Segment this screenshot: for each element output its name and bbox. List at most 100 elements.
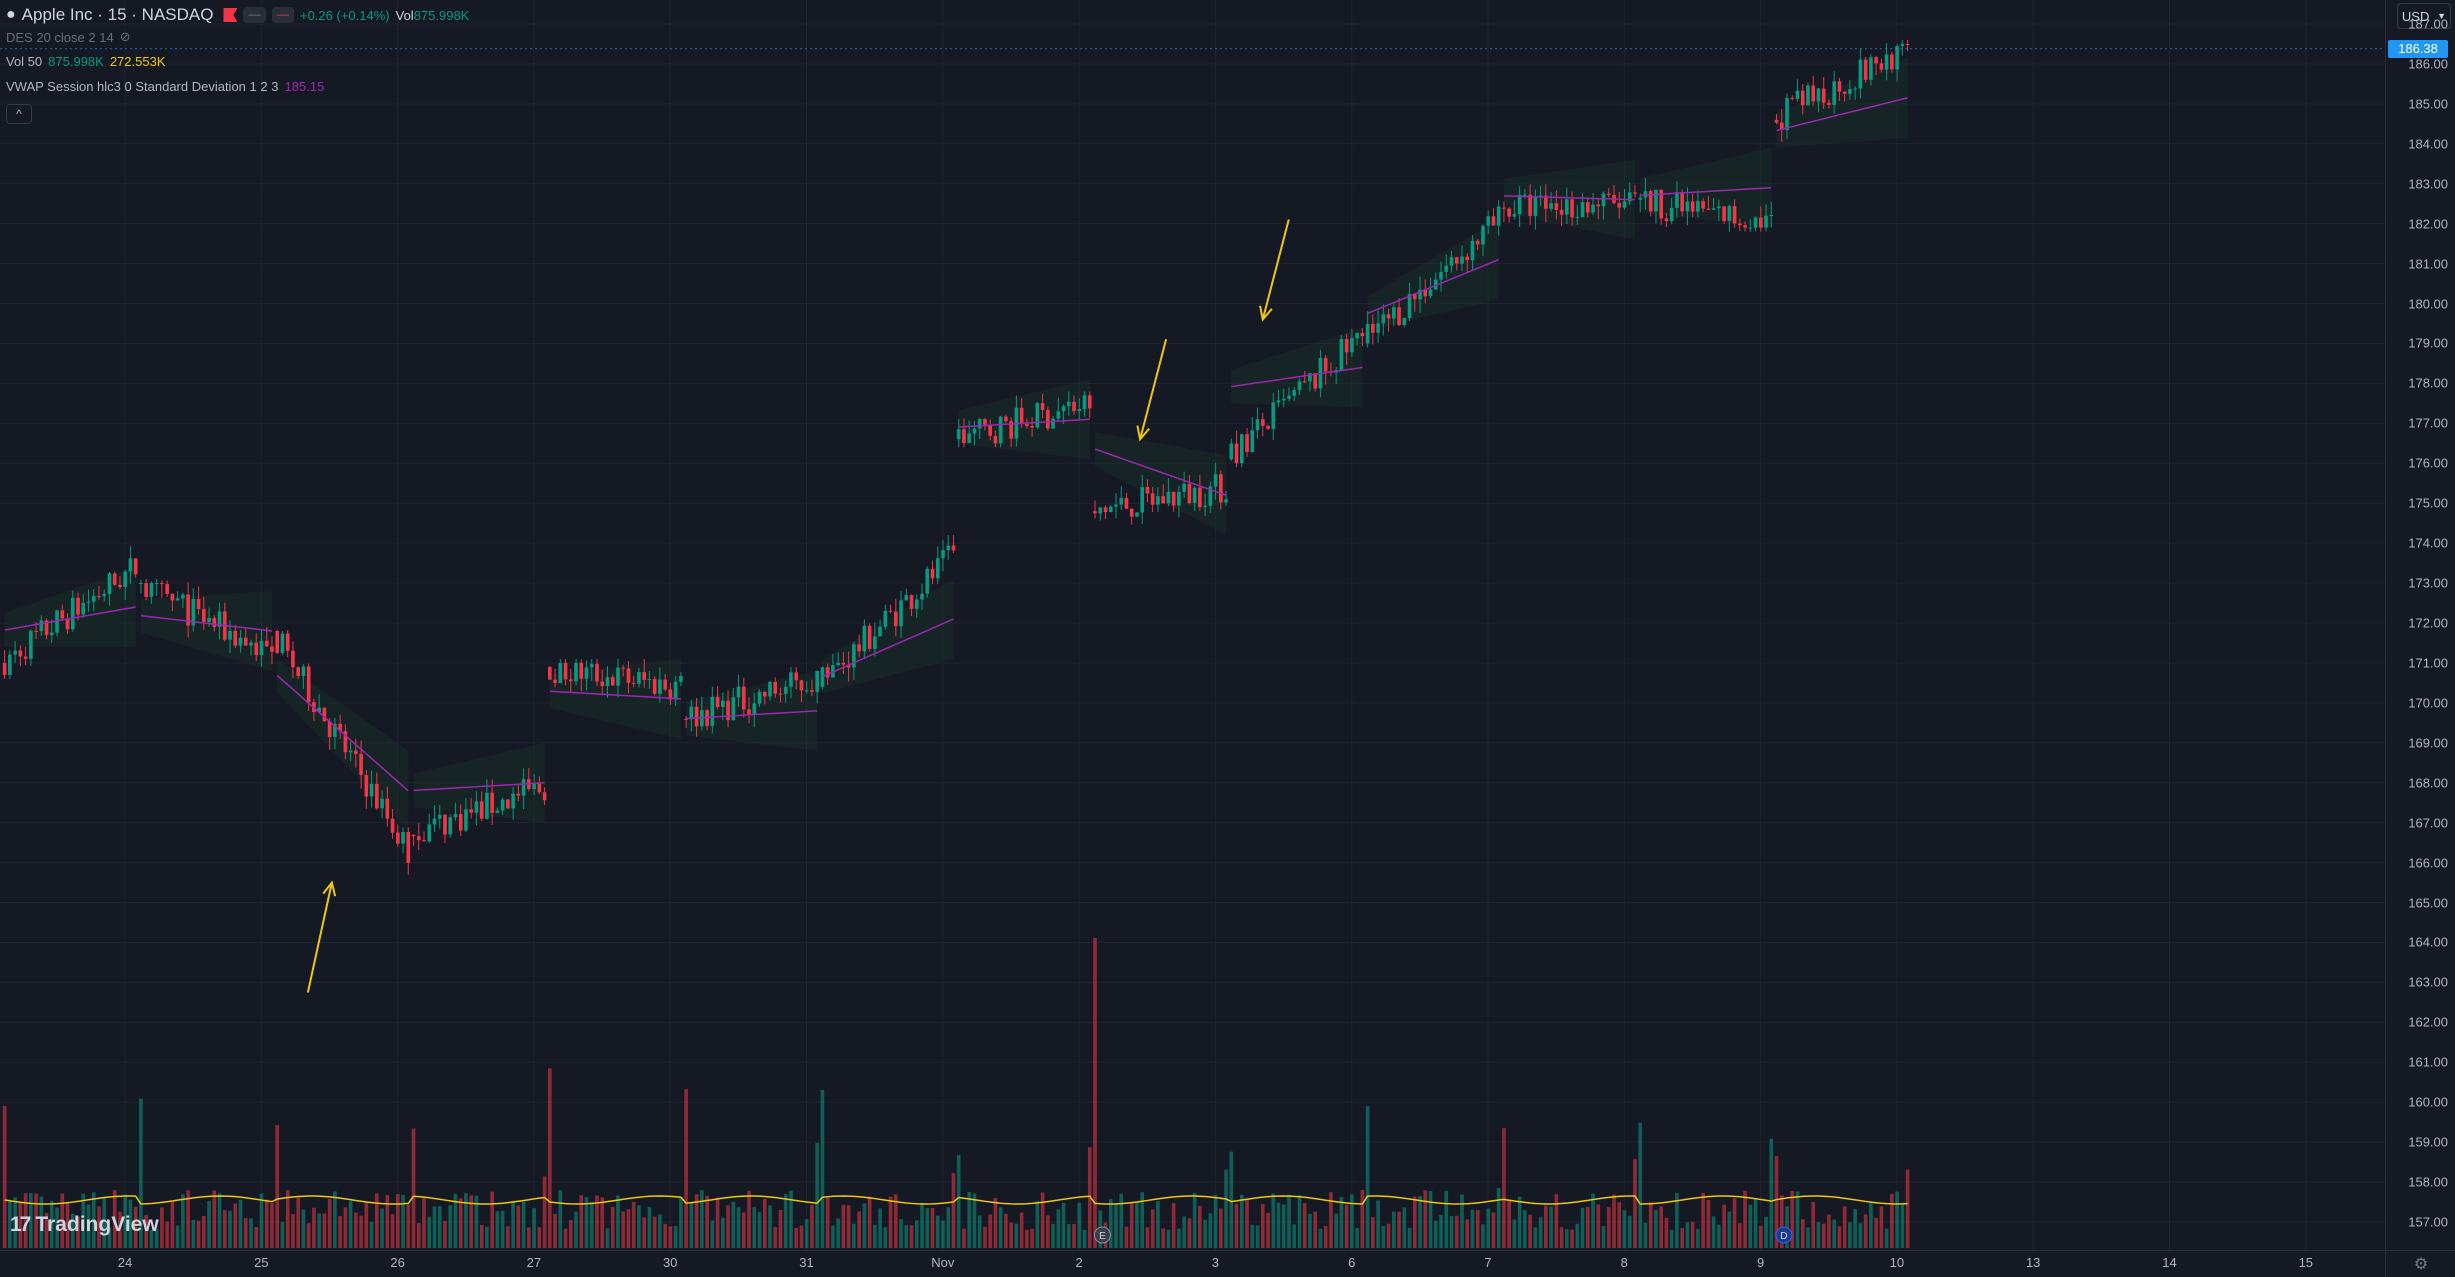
candle-body (1523, 194, 1527, 196)
candle-body (1664, 218, 1669, 222)
volume-bar (1412, 1196, 1417, 1248)
volume-bar (144, 1215, 148, 1248)
candle-body (1606, 193, 1611, 195)
candle-body (1570, 199, 1574, 218)
legend-mini-button-2[interactable]: ‒‒ (271, 7, 294, 23)
volume-bar (1035, 1201, 1040, 1248)
candle-body (1386, 314, 1391, 319)
candle-body (1072, 401, 1076, 412)
candle-body (207, 617, 211, 623)
candle-body (867, 625, 872, 649)
candle-body (275, 630, 280, 653)
des-indicator-label[interactable]: DES 20 close 2 14 (6, 29, 114, 45)
volume-bar (1743, 1190, 1747, 1248)
candle-body (196, 598, 201, 609)
price-tick: 162.00 (2408, 1014, 2448, 1030)
candle-body (416, 836, 421, 841)
vol50-label[interactable]: Vol 50 (6, 54, 43, 69)
price-tick: 180.00 (2408, 296, 2448, 311)
candle-body (1748, 227, 1753, 229)
candle-body (1837, 81, 1842, 92)
volume-bar (1690, 1221, 1695, 1248)
volume-bar (280, 1221, 285, 1248)
eye-off-icon[interactable]: ⊘ (119, 29, 131, 44)
candle-body (406, 831, 411, 863)
candle-body (521, 779, 526, 796)
volume-bar (715, 1197, 720, 1248)
price-tick: 182.00 (2408, 216, 2448, 232)
volume-bar (778, 1209, 783, 1248)
candle-body (1460, 256, 1464, 264)
time-axis[interactable] (0, 1250, 2385, 1277)
candle-body (605, 677, 610, 687)
time-tick: 9 (1756, 1255, 1765, 1270)
candle-body (1433, 279, 1438, 290)
volume-bar (1219, 1208, 1223, 1248)
candle-body (1675, 192, 1679, 208)
volume-bar (909, 1225, 914, 1248)
volume-bar (191, 1220, 196, 1248)
vol50-ma-value: 272.553K (109, 54, 166, 69)
volume-bar (1009, 1222, 1013, 1248)
candle-body (1046, 409, 1050, 429)
annotation-arrow (1139, 339, 1168, 440)
volume-bar (118, 1211, 122, 1248)
volume-bar (39, 1196, 44, 1248)
volume-bar (1848, 1222, 1852, 1248)
candle-body (1554, 203, 1559, 210)
collapse-legend-button[interactable]: ^ (6, 104, 32, 124)
price-axis[interactable]: USD ▼ 187.00 186.00 185.00 184.00 183.00 182.… (2385, 0, 2455, 1250)
time-tick: 25 (254, 1255, 269, 1270)
volume-bar (1790, 1191, 1795, 1248)
volume-bar (149, 1229, 154, 1248)
volume-bar (1004, 1213, 1008, 1248)
currency-selector[interactable]: USD ▼ (2397, 3, 2451, 29)
volume-bar (1030, 1228, 1034, 1248)
volume-bar (747, 1190, 751, 1248)
volume-bar (422, 1197, 426, 1248)
time-tick: 3 (1211, 1255, 1220, 1270)
candle-body (432, 818, 437, 825)
volume-bar (259, 1193, 264, 1248)
candle-body (631, 682, 636, 684)
volume-bar (1087, 1147, 1092, 1248)
volume-bar (1496, 1188, 1501, 1248)
vwap-label[interactable]: VWAP Session hlc3 0 Standard Deviation 1… (6, 79, 279, 94)
volume-bar (1381, 1226, 1386, 1248)
settings-gear-icon[interactable]: ⚙ (2385, 1250, 2455, 1277)
candle-body (228, 631, 232, 640)
tradingview-logo[interactable]: 17 TradingView (10, 1213, 159, 1237)
legend-mini-button-1[interactable]: ‒‒ (243, 7, 266, 23)
candle-body (836, 662, 840, 666)
candle-body (1103, 507, 1108, 513)
candle-body (1638, 197, 1643, 200)
volume-bar (296, 1197, 301, 1248)
volume-bar (1371, 1217, 1375, 1248)
candle-body (1575, 217, 1580, 219)
volume-bar (925, 1208, 930, 1248)
volume-bar (731, 1201, 736, 1248)
volume-bar (34, 1193, 38, 1248)
volume-bar (1554, 1194, 1559, 1248)
candle-body (401, 831, 405, 844)
volume-bar (1732, 1198, 1737, 1248)
volume-bar (1182, 1216, 1186, 1248)
candle-body (537, 783, 542, 793)
volume-bar (956, 1155, 961, 1248)
volume-bar (202, 1215, 206, 1248)
volume-bar (1517, 1196, 1522, 1248)
flag-icon[interactable] (223, 8, 238, 22)
candle-body (893, 611, 898, 627)
time-tick: Nov (931, 1255, 955, 1270)
candle-body (741, 686, 746, 710)
candle-body (789, 672, 793, 687)
symbol-title[interactable]: Apple Inc · 15 · NASDAQ (21, 5, 214, 24)
volume-bar (741, 1212, 746, 1248)
volume-bar (1019, 1212, 1024, 1248)
volume-bar (768, 1205, 772, 1248)
candle-body (736, 686, 741, 698)
volume-bar (1638, 1122, 1643, 1248)
vwap-band (822, 579, 954, 694)
